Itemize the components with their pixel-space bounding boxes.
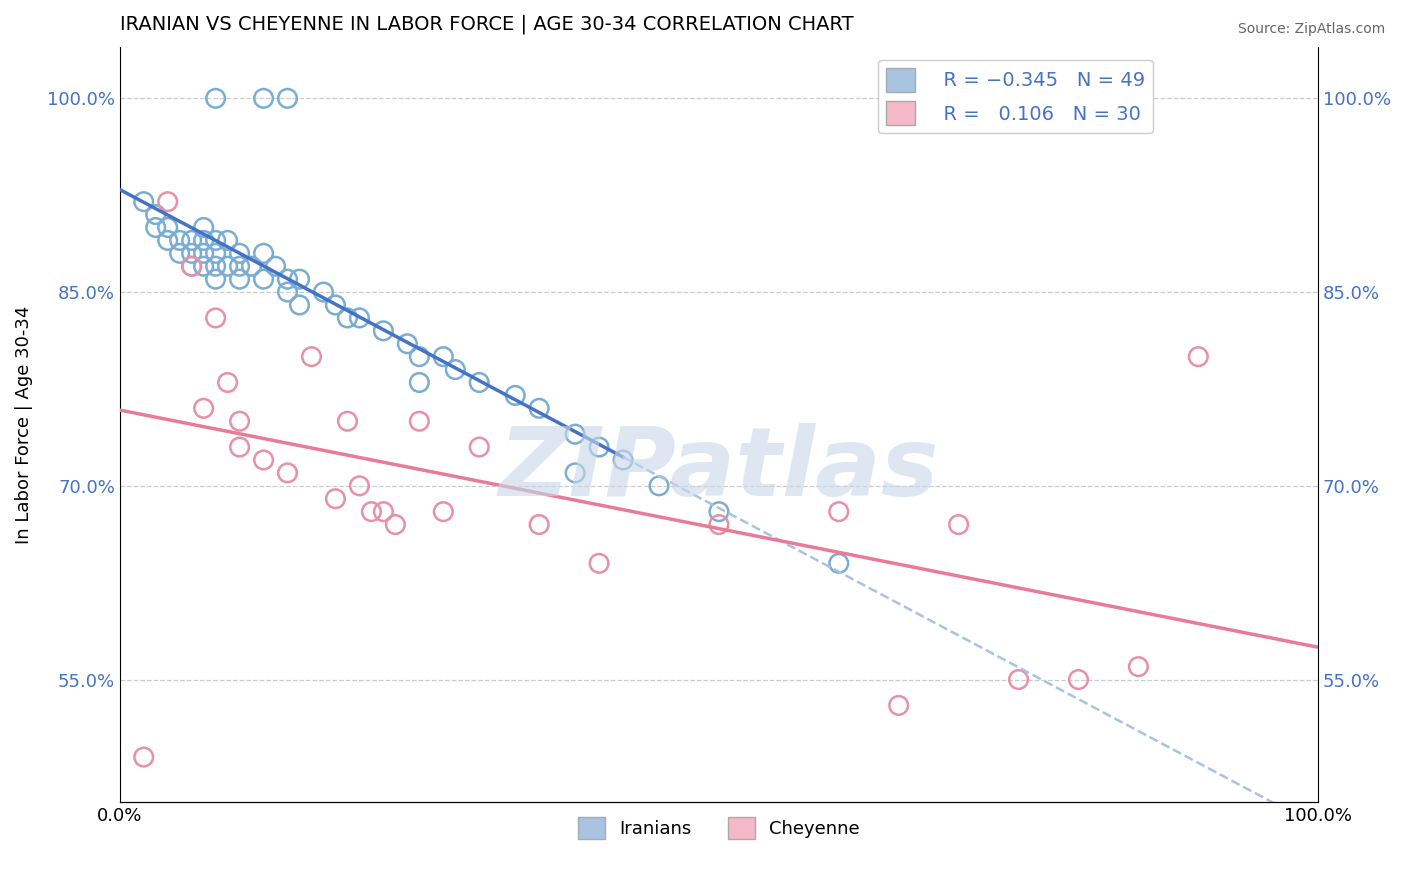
Point: [588, 557, 610, 571]
Point: [145, 220, 167, 235]
Point: [288, 298, 311, 312]
Point: [349, 479, 371, 493]
Point: [217, 234, 239, 248]
Point: [301, 350, 323, 364]
Point: [228, 246, 250, 260]
Point: [193, 246, 215, 260]
Point: [444, 362, 467, 376]
Point: [588, 440, 610, 454]
Point: [204, 259, 226, 273]
Point: [384, 517, 406, 532]
Point: [503, 388, 526, 402]
Point: [408, 350, 430, 364]
Point: [228, 259, 250, 273]
Point: [828, 505, 851, 519]
Point: [276, 272, 298, 286]
Point: [132, 750, 155, 764]
Point: [193, 401, 215, 416]
Point: [169, 234, 191, 248]
Point: [132, 194, 155, 209]
Point: [169, 246, 191, 260]
Point: [468, 440, 491, 454]
Point: [648, 479, 671, 493]
Point: [180, 259, 202, 273]
Point: [408, 376, 430, 390]
Point: [828, 557, 851, 571]
Point: [432, 505, 454, 519]
Point: [204, 310, 226, 325]
Point: [612, 453, 634, 467]
Text: Source: ZipAtlas.com: Source: ZipAtlas.com: [1237, 22, 1385, 37]
Point: [325, 298, 347, 312]
Point: [707, 517, 730, 532]
Point: [396, 336, 419, 351]
Point: [432, 350, 454, 364]
Point: [707, 505, 730, 519]
Point: [1007, 673, 1029, 687]
Point: [948, 517, 970, 532]
Point: [180, 259, 202, 273]
Point: [527, 517, 550, 532]
Point: [336, 310, 359, 325]
Legend: Iranians, Cheyenne: Iranians, Cheyenne: [571, 810, 868, 847]
Point: [156, 234, 179, 248]
Point: [1067, 673, 1090, 687]
Point: [1128, 659, 1150, 673]
Point: [336, 414, 359, 428]
Point: [193, 234, 215, 248]
Point: [217, 259, 239, 273]
Point: [276, 466, 298, 480]
Point: [193, 259, 215, 273]
Point: [228, 440, 250, 454]
Point: [349, 310, 371, 325]
Point: [264, 259, 287, 273]
Point: [252, 272, 274, 286]
Point: [408, 414, 430, 428]
Point: [325, 491, 347, 506]
Text: IRANIAN VS CHEYENNE IN LABOR FORCE | AGE 30-34 CORRELATION CHART: IRANIAN VS CHEYENNE IN LABOR FORCE | AGE…: [120, 15, 853, 35]
Point: [1187, 350, 1209, 364]
Point: [180, 234, 202, 248]
Point: [156, 220, 179, 235]
Y-axis label: In Labor Force | Age 30-34: In Labor Force | Age 30-34: [15, 305, 32, 543]
Point: [217, 376, 239, 390]
Point: [193, 220, 215, 235]
Point: [228, 414, 250, 428]
Point: [252, 91, 274, 105]
Point: [564, 427, 586, 442]
Point: [252, 246, 274, 260]
Point: [360, 505, 382, 519]
Text: ZIPatlas: ZIPatlas: [499, 424, 939, 516]
Point: [276, 91, 298, 105]
Point: [180, 246, 202, 260]
Point: [204, 246, 226, 260]
Point: [276, 285, 298, 299]
Point: [228, 272, 250, 286]
Point: [373, 505, 395, 519]
Point: [252, 453, 274, 467]
Point: [527, 401, 550, 416]
Point: [204, 272, 226, 286]
Point: [240, 259, 263, 273]
Point: [564, 466, 586, 480]
Point: [312, 285, 335, 299]
Point: [204, 234, 226, 248]
Point: [887, 698, 910, 713]
Point: [288, 272, 311, 286]
Point: [373, 324, 395, 338]
Point: [156, 194, 179, 209]
Point: [145, 208, 167, 222]
Point: [468, 376, 491, 390]
Point: [204, 91, 226, 105]
